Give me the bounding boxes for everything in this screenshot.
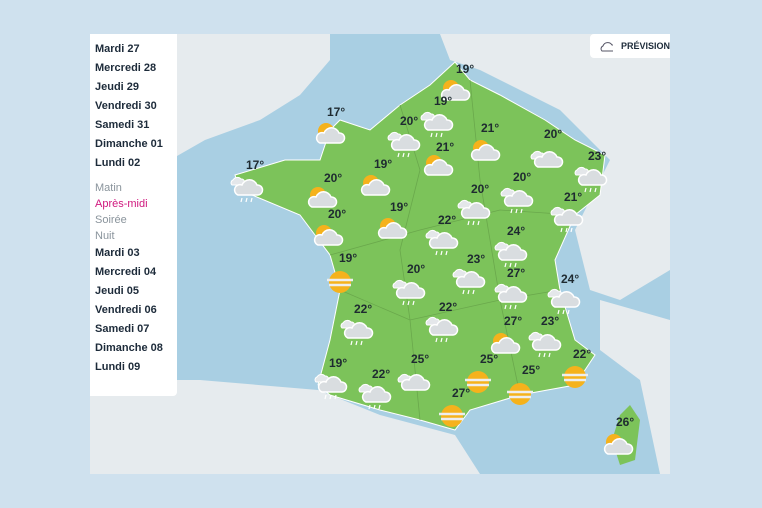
day-item[interactable]: Mardi 03 xyxy=(95,247,140,259)
sun-cloud-icon[interactable] xyxy=(418,145,458,185)
cloud-rain-icon[interactable] xyxy=(450,257,490,297)
cloud-rain-icon[interactable] xyxy=(572,155,612,195)
fog-sun-icon[interactable] xyxy=(555,355,595,395)
temperature-label: 25° xyxy=(411,352,430,366)
temperature-label: 25° xyxy=(522,363,541,377)
day-item[interactable]: Samedi 07 xyxy=(95,323,150,335)
sun-cloud-icon[interactable] xyxy=(372,208,412,248)
cloud-rain-icon[interactable] xyxy=(423,305,463,345)
temperature-label: 20° xyxy=(328,207,347,221)
day-item[interactable]: Jeudi 05 xyxy=(95,285,140,297)
cloud-rain-icon[interactable] xyxy=(526,320,566,360)
temperature-label: 22° xyxy=(438,213,457,227)
temperature-label: 24° xyxy=(561,272,580,286)
temperature-label: 26° xyxy=(616,415,635,429)
sun-cloud-icon[interactable] xyxy=(435,70,475,110)
temperature-label: 19° xyxy=(374,157,393,171)
temperature-label: 20° xyxy=(544,127,563,141)
cloud-rain-icon[interactable] xyxy=(418,100,458,140)
day-item[interactable]: Mardi 27 xyxy=(95,43,140,55)
temperature-label: 25° xyxy=(480,352,499,366)
cloud-rain-icon[interactable] xyxy=(312,362,352,402)
sun-cloud-icon[interactable] xyxy=(355,165,395,205)
day-item[interactable]: Vendredi 06 xyxy=(95,304,157,316)
day-selector: Mardi 27 Mercredi 28 Jeudi 29 Vendredi 30 Sa… xyxy=(90,34,177,396)
period-item[interactable]: Soirée xyxy=(95,214,127,226)
day-item[interactable]: Dimanche 08 xyxy=(95,342,163,354)
cloud-rain-icon[interactable] xyxy=(455,188,495,228)
italy-land xyxy=(600,300,670,474)
temperature-label: 20° xyxy=(513,170,532,184)
cloud-rain-icon[interactable] xyxy=(390,268,430,308)
cloud-rain-icon[interactable] xyxy=(545,277,585,317)
temperature-label: 17° xyxy=(327,105,346,119)
cloud-rain-icon[interactable] xyxy=(423,218,463,258)
temperature-label: 20° xyxy=(471,182,490,196)
temperature-label: 21° xyxy=(564,190,583,204)
cloud-rain-icon[interactable] xyxy=(385,120,425,160)
cloud-rain-icon[interactable] xyxy=(492,230,532,270)
cloud-rain-icon[interactable] xyxy=(356,372,396,412)
temperature-label: 19° xyxy=(339,251,358,265)
fog-sun-icon[interactable] xyxy=(500,372,540,412)
day-item[interactable]: Samedi 31 xyxy=(95,119,150,131)
cloud-rain-icon[interactable] xyxy=(492,272,532,312)
temperature-label: 27° xyxy=(507,266,526,280)
temperature-label: 17° xyxy=(246,158,265,172)
sun-cloud-icon[interactable] xyxy=(465,130,505,170)
period-item[interactable]: Après-midi xyxy=(95,198,148,210)
neighbor-land-east xyxy=(440,34,670,300)
day-item[interactable]: Dimanche 01 xyxy=(95,138,163,150)
sun-cloud-icon[interactable] xyxy=(598,424,638,464)
cloud-rain-icon[interactable] xyxy=(498,176,538,216)
day-item[interactable]: Vendredi 30 xyxy=(95,100,157,112)
temperature-label: 21° xyxy=(481,121,500,135)
temperature-label: 27° xyxy=(452,386,471,400)
temperature-label: 20° xyxy=(324,171,343,185)
temperature-label: 19° xyxy=(434,94,453,108)
cloud-rain-icon[interactable] xyxy=(228,165,268,205)
temperature-label: 19° xyxy=(390,200,409,214)
spacer xyxy=(90,173,177,180)
temperature-label: 20° xyxy=(400,114,419,128)
day-item[interactable]: Lundi 02 xyxy=(95,157,141,169)
temperature-label: 23° xyxy=(588,149,607,163)
sun-cloud-icon[interactable] xyxy=(302,177,342,217)
cloud-rain-icon[interactable] xyxy=(548,195,588,235)
temperature-label: 22° xyxy=(354,302,373,316)
cloud-icon xyxy=(600,42,613,52)
day-item[interactable]: Lundi 09 xyxy=(95,361,141,373)
fog-sun-icon[interactable] xyxy=(432,394,472,434)
fog-sun-icon[interactable] xyxy=(320,260,360,300)
temperature-label: 22° xyxy=(573,347,592,361)
temperature-label: 20° xyxy=(407,262,426,276)
temperature-label: 23° xyxy=(541,314,560,328)
sun-cloud-icon[interactable] xyxy=(308,215,348,255)
period-item[interactable]: Matin xyxy=(95,182,122,194)
temperature-label: 27° xyxy=(504,314,523,328)
day-item[interactable]: Mercredi 28 xyxy=(95,62,157,74)
forecast-label: PRÉVISION xyxy=(620,41,670,51)
forecast-button[interactable]: PRÉVISION xyxy=(590,34,670,58)
sun-cloud-icon[interactable] xyxy=(310,113,350,153)
cloud-icon[interactable] xyxy=(395,360,435,400)
day-item[interactable]: Jeudi 29 xyxy=(95,81,140,93)
temperature-label: 22° xyxy=(372,367,391,381)
cloud-rain-icon[interactable] xyxy=(338,308,378,348)
sun-cloud-icon[interactable] xyxy=(485,323,525,363)
cloud-icon[interactable] xyxy=(528,137,568,177)
period-item[interactable]: Nuit xyxy=(95,230,115,242)
fog-sun-icon[interactable] xyxy=(458,360,498,400)
spain-land xyxy=(90,380,480,474)
temperature-label: 22° xyxy=(439,300,458,314)
temperature-label: 23° xyxy=(467,252,486,266)
temperature-label: 19° xyxy=(456,62,475,76)
temperature-label: 24° xyxy=(507,224,526,238)
temperature-label: 19° xyxy=(329,356,348,370)
day-item[interactable]: Mercredi 04 xyxy=(95,266,157,278)
temperature-label: 21° xyxy=(436,140,455,154)
